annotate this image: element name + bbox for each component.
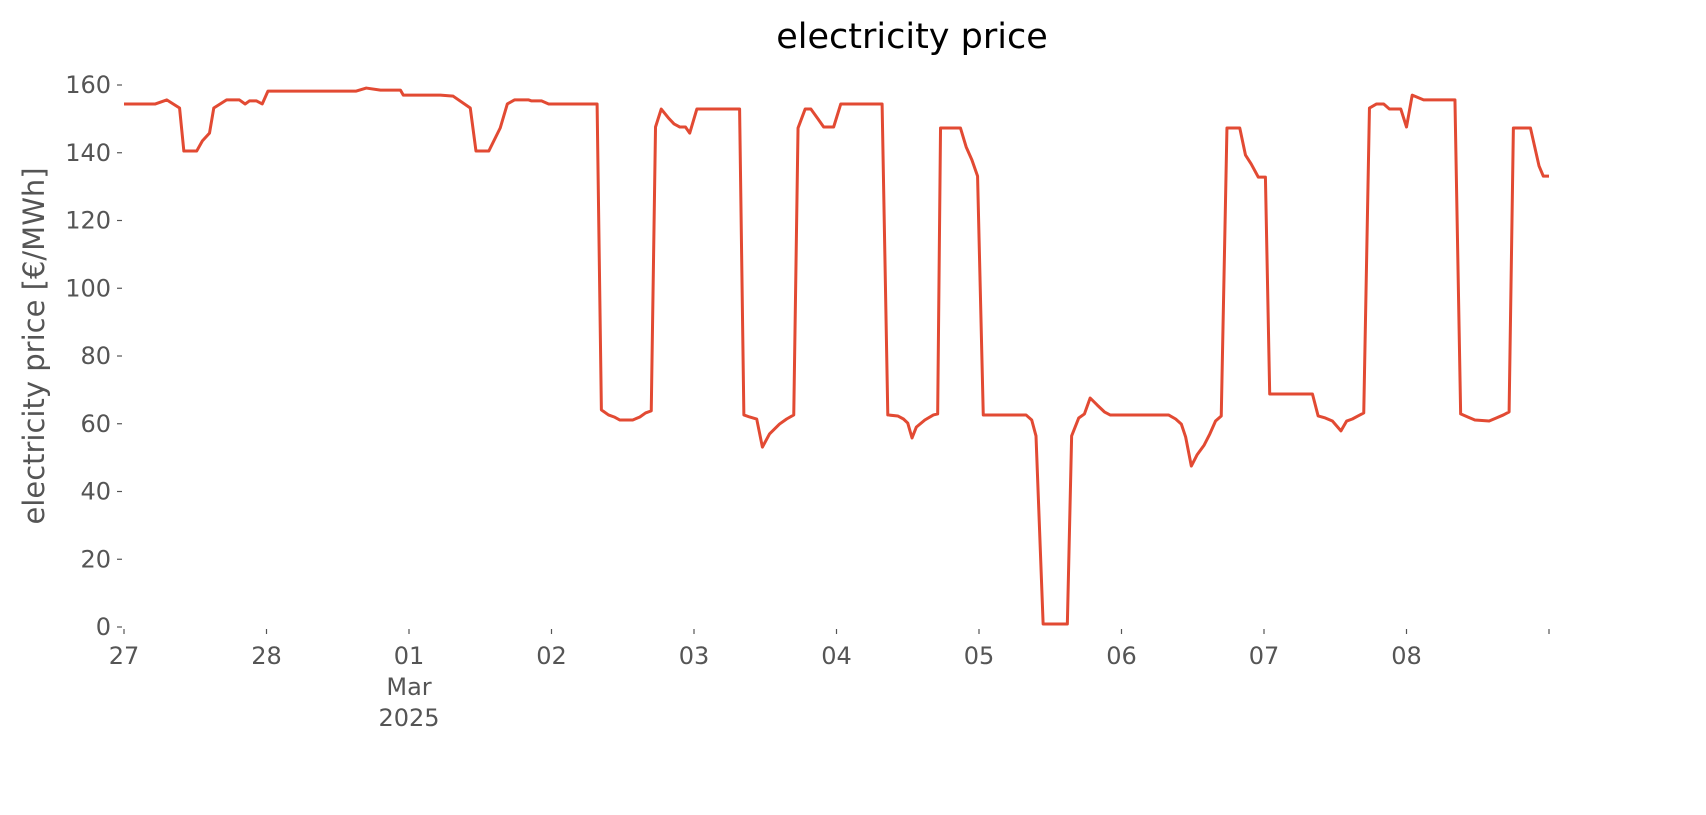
x-tick-label: 27 <box>109 642 140 670</box>
x-tick-label: 05 <box>964 642 995 670</box>
x-tick-label: 01 Mar 2025 <box>378 642 439 732</box>
y-tick-label: 80 <box>80 342 111 370</box>
chart-title: electricity price <box>776 17 1048 57</box>
x-tick-label: 02 <box>536 642 567 670</box>
x-tick-label: 03 <box>679 642 710 670</box>
x-tick-label: 08 <box>1391 642 1422 670</box>
y-tick-label: 40 <box>80 478 111 506</box>
y-tick-label: 20 <box>80 545 111 573</box>
x-tick-label: 28 <box>251 642 282 670</box>
y-tick-label: 120 <box>65 207 111 235</box>
x-tick-label: 06 <box>1106 642 1137 670</box>
x-tick-label: 07 <box>1249 642 1280 670</box>
price-line <box>124 86 1549 626</box>
y-tick-label: 160 <box>65 71 111 99</box>
y-tick-label: 100 <box>65 274 111 302</box>
y-tick-label: 0 <box>96 613 111 641</box>
y-axis-label: electricity price [€/MWh] <box>17 167 51 524</box>
y-tick-label: 140 <box>65 139 111 167</box>
x-tick-label: 04 <box>821 642 852 670</box>
y-tick-label: 60 <box>80 410 111 438</box>
